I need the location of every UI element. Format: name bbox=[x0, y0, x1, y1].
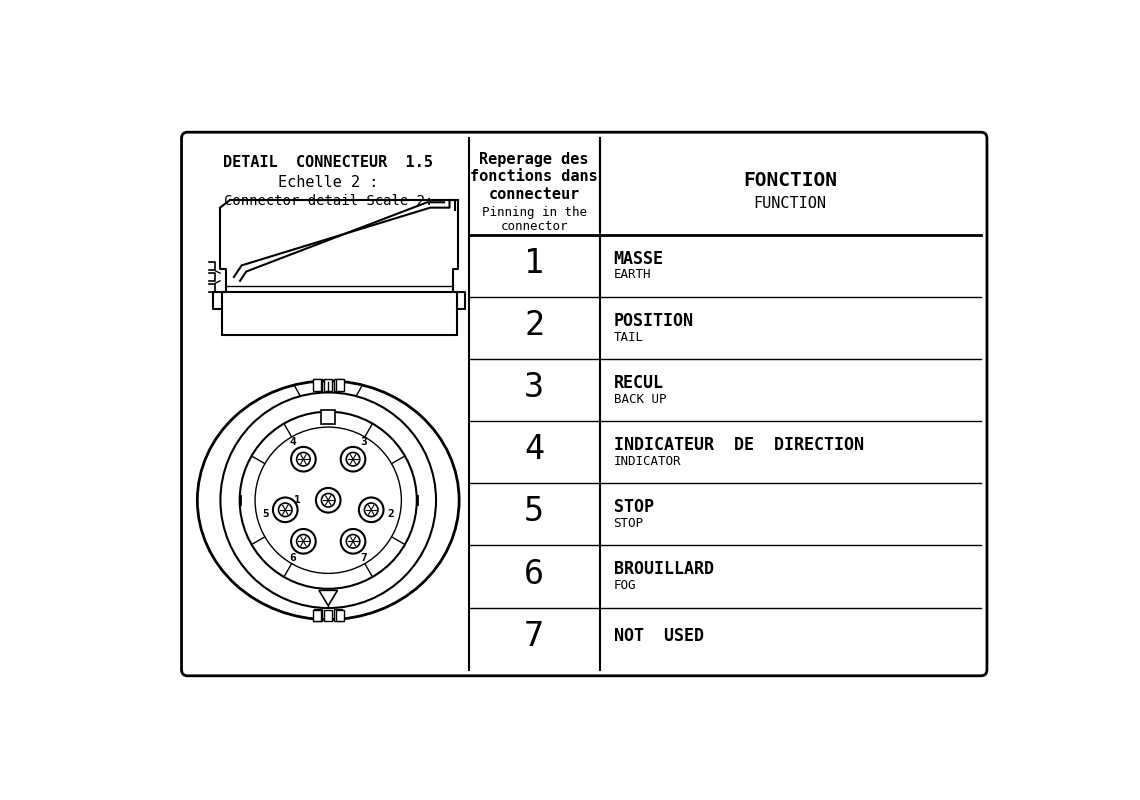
Bar bbox=[315, 609, 321, 622]
Text: 6: 6 bbox=[524, 558, 544, 590]
Bar bbox=[321, 410, 335, 424]
Text: 1: 1 bbox=[524, 247, 544, 280]
Text: 4: 4 bbox=[524, 434, 544, 466]
Circle shape bbox=[365, 503, 378, 517]
Circle shape bbox=[278, 503, 292, 517]
Text: 6: 6 bbox=[290, 554, 296, 563]
Circle shape bbox=[220, 393, 435, 608]
Text: 7: 7 bbox=[360, 554, 367, 563]
Circle shape bbox=[296, 453, 310, 466]
Text: FONCTION: FONCTION bbox=[743, 171, 837, 190]
Circle shape bbox=[347, 534, 360, 548]
Circle shape bbox=[296, 534, 310, 548]
Text: INDICATEUR  DE  DIRECTION: INDICATEUR DE DIRECTION bbox=[613, 436, 863, 454]
Circle shape bbox=[359, 498, 383, 522]
Text: BROUILLARD: BROUILLARD bbox=[613, 561, 714, 578]
Text: connector: connector bbox=[500, 220, 568, 233]
Text: Echelle 2 :: Echelle 2 : bbox=[278, 175, 378, 190]
Text: 3: 3 bbox=[360, 437, 367, 447]
Circle shape bbox=[341, 447, 365, 471]
Bar bbox=[336, 379, 343, 391]
Bar bbox=[334, 609, 342, 622]
Text: BACK UP: BACK UP bbox=[613, 393, 666, 406]
Text: STOP: STOP bbox=[613, 498, 653, 516]
Circle shape bbox=[291, 529, 316, 554]
Polygon shape bbox=[319, 590, 337, 606]
Circle shape bbox=[255, 427, 401, 574]
Bar bbox=[336, 610, 343, 621]
Text: POSITION: POSITION bbox=[613, 312, 693, 330]
Circle shape bbox=[347, 453, 360, 466]
Text: FOG: FOG bbox=[613, 579, 636, 592]
Text: TAIL: TAIL bbox=[613, 330, 643, 343]
Circle shape bbox=[272, 498, 298, 522]
Bar bbox=[334, 379, 342, 391]
Circle shape bbox=[239, 412, 417, 589]
Text: 4: 4 bbox=[290, 437, 296, 447]
Circle shape bbox=[291, 447, 316, 471]
Text: 2: 2 bbox=[388, 509, 394, 519]
Text: 2: 2 bbox=[524, 309, 544, 342]
Bar bbox=[312, 610, 320, 621]
Circle shape bbox=[316, 488, 341, 513]
Text: NOT  USED: NOT USED bbox=[613, 627, 703, 646]
FancyBboxPatch shape bbox=[181, 132, 987, 676]
Ellipse shape bbox=[197, 381, 459, 619]
Text: 1: 1 bbox=[294, 495, 301, 506]
Circle shape bbox=[341, 529, 365, 554]
Text: connecteur: connecteur bbox=[489, 187, 580, 202]
Text: 5: 5 bbox=[262, 509, 269, 519]
Bar bbox=[312, 379, 320, 391]
Bar bbox=[325, 610, 332, 621]
Bar bbox=[315, 379, 321, 391]
Text: fonctions dans: fonctions dans bbox=[471, 169, 598, 184]
Text: Connector detail Scale 2:: Connector detail Scale 2: bbox=[223, 194, 433, 208]
Text: RECUL: RECUL bbox=[613, 374, 663, 392]
Bar bbox=[325, 379, 332, 391]
Text: 5: 5 bbox=[524, 495, 544, 529]
Circle shape bbox=[321, 494, 335, 507]
Text: Pinning in the: Pinning in the bbox=[482, 206, 587, 219]
Text: INDICATOR: INDICATOR bbox=[613, 455, 681, 468]
Bar bbox=[222, 292, 457, 334]
Text: MASSE: MASSE bbox=[613, 250, 663, 268]
Text: 7: 7 bbox=[524, 620, 544, 653]
Text: Reperage des: Reperage des bbox=[480, 152, 589, 167]
Text: STOP: STOP bbox=[613, 517, 643, 530]
Text: EARTH: EARTH bbox=[613, 269, 651, 282]
Text: 3: 3 bbox=[524, 371, 544, 404]
Text: DETAIL  CONNECTEUR  1.5: DETAIL CONNECTEUR 1.5 bbox=[223, 155, 433, 170]
Text: FUNCTION: FUNCTION bbox=[754, 196, 826, 211]
